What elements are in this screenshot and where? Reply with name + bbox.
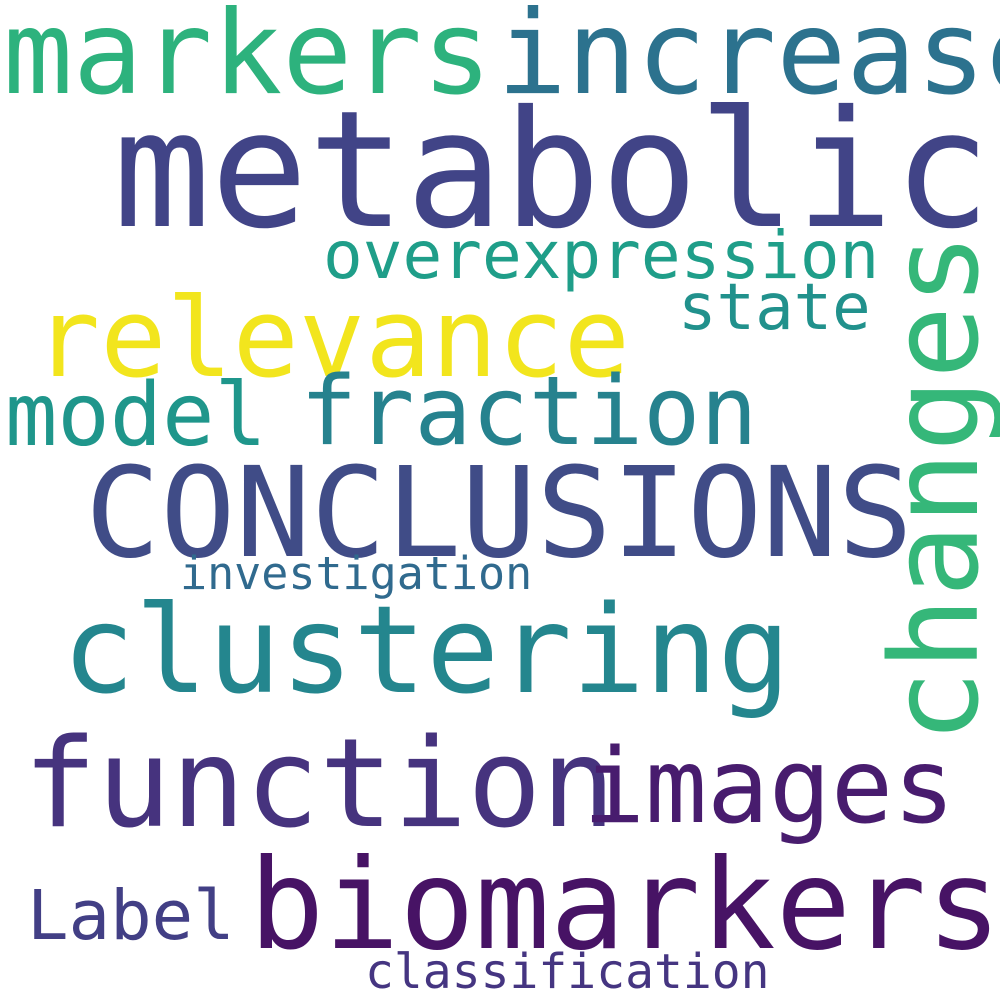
word-label: Label	[27, 876, 235, 956]
word-classification: classification	[365, 944, 770, 1000]
word-images: images	[583, 727, 956, 847]
word-relevance: relevance	[34, 274, 631, 402]
word-overexpression: overexpression	[323, 217, 880, 294]
word-increase: increase	[497, 0, 1000, 121]
word-markers: markers	[3, 0, 492, 121]
word-biomarkers: biomarkers	[249, 833, 1000, 978]
word-state: state	[678, 271, 871, 345]
word-conclusions: CONCLUSIONS	[85, 441, 913, 586]
word-clustering: clustering	[62, 580, 791, 721]
word-metabolic: metabolic	[113, 77, 991, 265]
word-function: function	[23, 713, 616, 856]
word-model: model	[5, 364, 267, 466]
word-investigation: investigation	[180, 547, 533, 600]
word-fraction: fraction	[300, 357, 758, 467]
